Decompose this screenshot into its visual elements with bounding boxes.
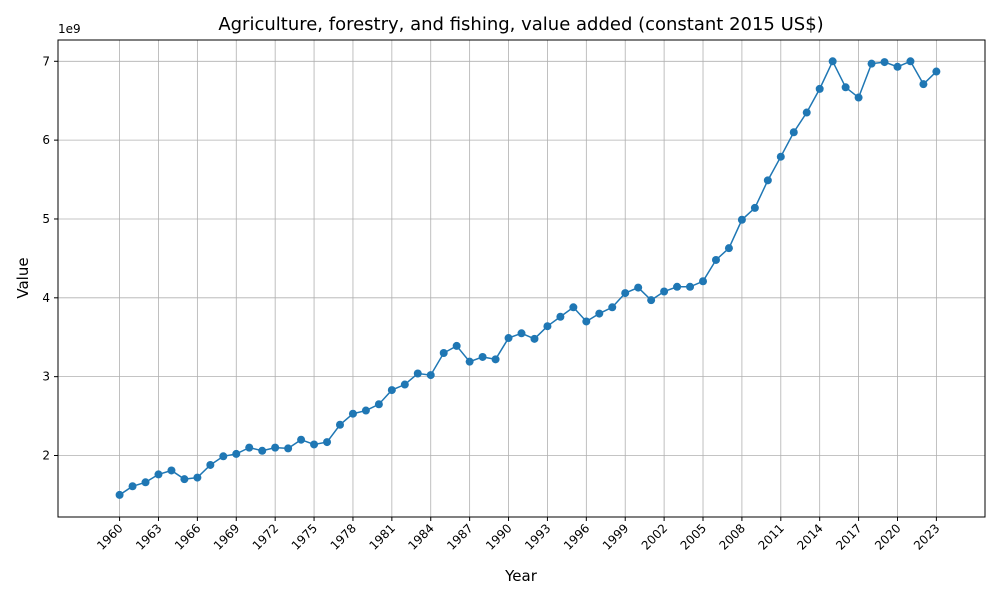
series [115, 57, 941, 499]
data-point [634, 283, 643, 292]
data-point [867, 59, 876, 68]
data-point [828, 57, 837, 66]
data-point [686, 282, 695, 291]
data-point [789, 128, 798, 137]
y-tick-label: 7 [42, 54, 50, 68]
data-point [569, 303, 578, 312]
data-point [724, 244, 733, 253]
data-point [400, 380, 409, 389]
data-point [595, 309, 604, 318]
x-axis-label: Year [504, 567, 538, 585]
data-point [906, 57, 915, 66]
data-point [919, 80, 928, 89]
data-point [128, 482, 137, 491]
data-point [361, 406, 370, 415]
y-axis-ticks: 2 3 4 5 6 7 [42, 54, 58, 463]
data-point [452, 341, 461, 350]
data-point [802, 108, 811, 117]
data-point [413, 369, 422, 378]
data-point [711, 255, 720, 264]
data-point [167, 466, 176, 475]
y-tick-label: 2 [42, 449, 50, 463]
y-tick-label: 6 [42, 133, 50, 147]
data-point [673, 282, 682, 291]
data-point [387, 386, 396, 395]
data-point [776, 152, 785, 161]
data-point [504, 334, 513, 343]
data-point [750, 203, 759, 212]
data-point [543, 322, 552, 331]
data-point [608, 303, 617, 312]
data-point [258, 446, 267, 455]
data-point [219, 452, 228, 461]
data-point [815, 84, 824, 93]
data-point [647, 296, 656, 305]
data-point [323, 438, 332, 447]
data-point [699, 277, 708, 286]
data-point [271, 443, 280, 452]
data-point [763, 176, 772, 185]
series-line [119, 59, 937, 496]
data-point [556, 312, 565, 321]
data-point [478, 352, 487, 361]
y-offset-label: 1e9 [58, 22, 81, 36]
data-point [582, 317, 591, 326]
data-point [154, 470, 163, 479]
data-point [180, 475, 189, 484]
y-axis-label: Value [14, 257, 32, 298]
data-point [491, 355, 500, 364]
data-point [245, 443, 254, 452]
data-point [621, 289, 630, 298]
y-tick-label: 3 [42, 370, 50, 384]
data-point [232, 449, 241, 458]
data-point [193, 473, 202, 482]
data-point [841, 83, 850, 92]
y-tick-label: 4 [42, 291, 50, 305]
data-point [310, 440, 319, 449]
data-point [297, 435, 306, 444]
data-point [932, 67, 941, 76]
data-point [465, 357, 474, 366]
y-tick-label: 5 [42, 212, 50, 226]
data-point [141, 478, 150, 487]
plot-frame [57, 39, 986, 518]
data-point [737, 215, 746, 224]
data-point [374, 400, 383, 409]
grid [58, 40, 985, 517]
chart-title: Agriculture, forestry, and fishing, valu… [218, 14, 823, 35]
data-point [426, 371, 435, 380]
data-point [854, 93, 863, 102]
data-point [530, 334, 539, 343]
data-point [893, 62, 902, 71]
data-point [880, 58, 889, 67]
data-point [517, 329, 526, 338]
data-point [115, 490, 124, 499]
data-point [206, 460, 215, 469]
data-point [439, 349, 448, 358]
data-point [348, 409, 357, 418]
data-point [335, 420, 344, 429]
data-point [660, 287, 669, 296]
data-point [284, 444, 293, 453]
